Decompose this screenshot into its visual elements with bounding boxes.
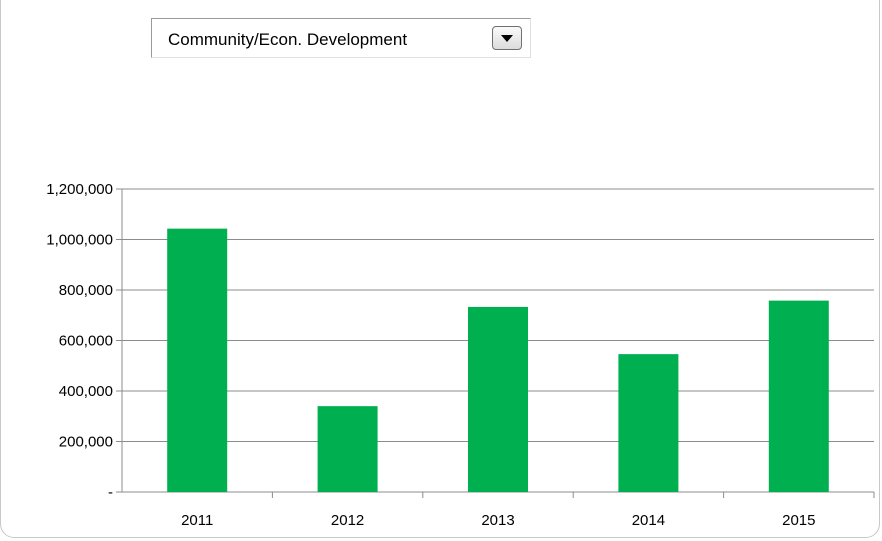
x-tick-label: 2012 <box>331 512 364 529</box>
bar-2013 <box>468 306 528 492</box>
x-tick-label: 2015 <box>782 512 815 529</box>
x-tick-label: 2013 <box>481 512 514 529</box>
y-tick-label: 400,000 <box>59 383 113 400</box>
dropdown-selected-value: Community/Econ. Development <box>168 30 408 49</box>
y-tick-label: 600,000 <box>59 333 113 350</box>
bar-2015 <box>768 300 829 492</box>
bar-2014 <box>618 354 679 492</box>
y-tick-label: 200,000 <box>59 434 113 451</box>
x-tick-label: 2014 <box>632 512 665 529</box>
y-tick-label: - <box>108 484 113 501</box>
y-tick-label: 1,000,000 <box>46 232 113 249</box>
y-tick-label: 800,000 <box>59 282 113 299</box>
chevron-down-icon[interactable] <box>492 26 522 50</box>
y-axis: - 200,000 400,000 600,000 800,000 1,000,000 1,… <box>46 181 123 501</box>
category-dropdown[interactable]: Community/Econ. Development <box>151 18 531 58</box>
bars <box>167 228 829 492</box>
x-axis: 2011 2012 2013 2014 2015 <box>122 491 875 529</box>
bar-2011 <box>167 228 228 492</box>
bar-2012 <box>317 406 378 492</box>
x-tick-label: 2011 <box>181 512 213 529</box>
y-tick-label: 1,200,000 <box>46 181 113 198</box>
